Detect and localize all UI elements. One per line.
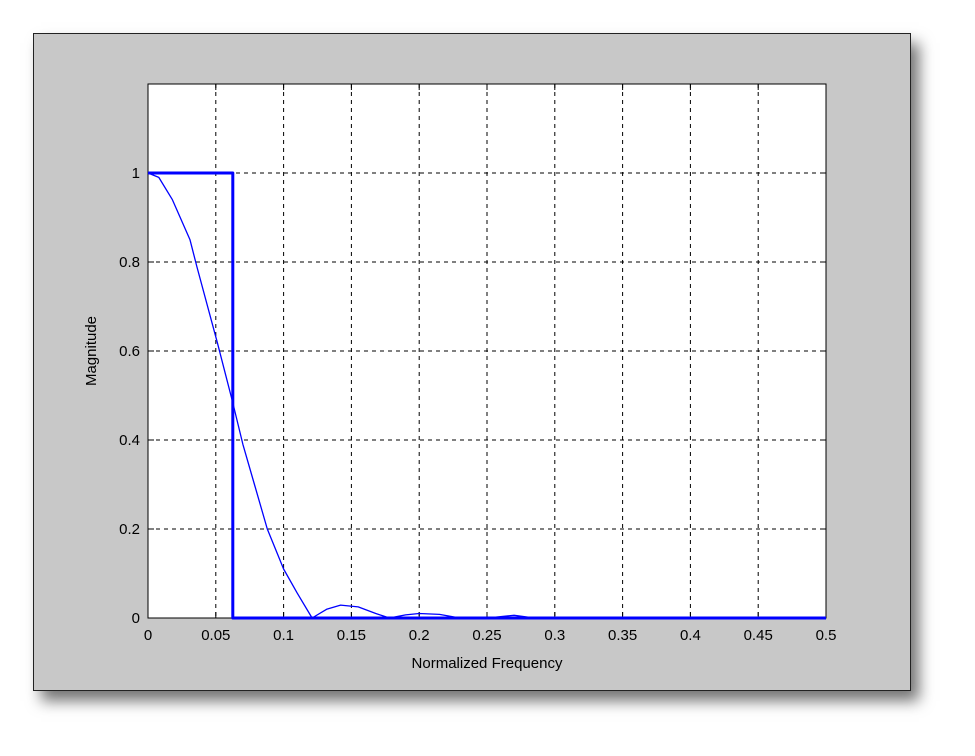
x-tick-label: 0.3 [544,627,565,644]
x-tick-label: 0.4 [680,627,701,644]
grid [148,84,826,618]
x-tick-label: 0.2 [409,627,430,644]
series-lines [147,171,826,620]
x-tick-label: 0.5 [816,627,837,644]
y-tick-label: 0.2 [119,521,140,538]
y-tick-label: 0.4 [119,432,140,449]
filter-response-line [147,172,826,619]
y-tick-label: 0.8 [119,254,140,271]
x-tick-label: 0.25 [472,627,501,644]
ideal-filter-line [148,171,826,620]
y-tick-label: 1 [132,165,140,182]
x-tick-label: 0.45 [744,627,773,644]
x-tick-label: 0.15 [337,627,366,644]
x-tick-label: 0.1 [273,627,294,644]
ticks: 0 0.05 0.1 0.15 0.2 0.25 0.3 0.35 0.4 0.45 0.5 0 0.2… [119,84,836,644]
x-tick-label: 0 [144,627,152,644]
x-tick-label: 0.35 [608,627,637,644]
y-tick-label: 0.6 [119,343,140,360]
y-tick-label: 0 [132,610,140,627]
y-axis-label: Magnitude [83,316,100,386]
x-axis-label: Normalized Frequency [412,655,563,672]
x-tick-label: 0.05 [201,627,230,644]
